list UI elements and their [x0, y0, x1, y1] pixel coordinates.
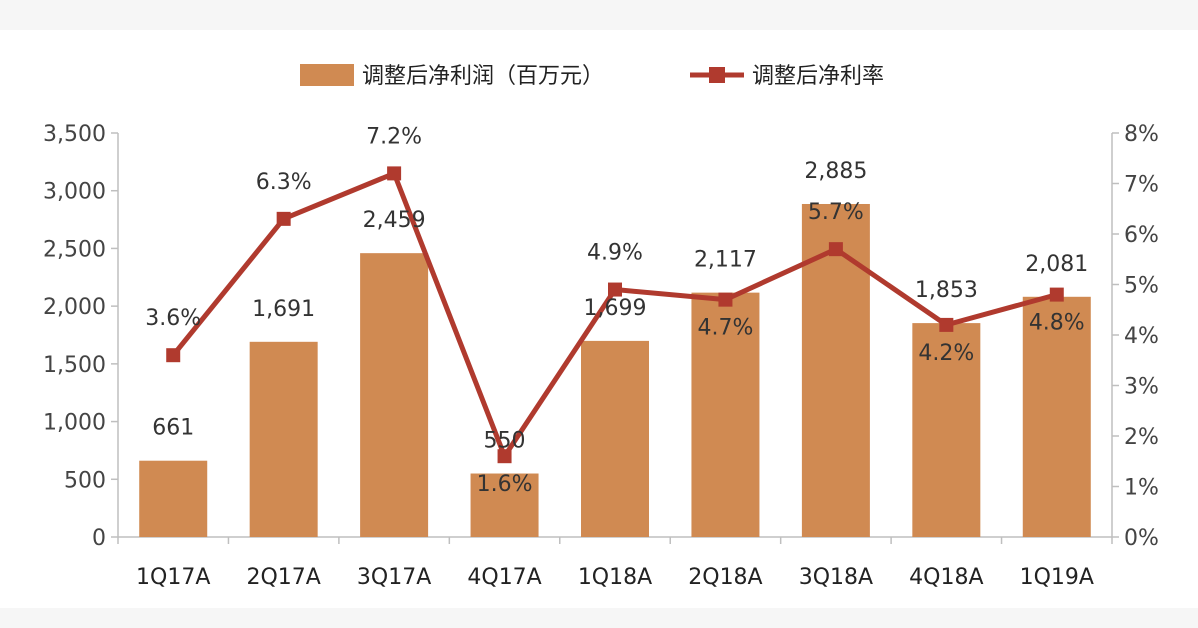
y-right-tick-label: 0% [1124, 526, 1159, 551]
line-value-label: 4.8% [1029, 311, 1085, 336]
line-marker [1049, 287, 1064, 302]
line-series [166, 166, 1064, 464]
line-marker [166, 348, 181, 363]
y-left-tick-label: 1,000 [43, 411, 106, 436]
x-tick-label: 4Q17A [467, 565, 541, 590]
x-tick-label: 2Q17A [246, 565, 320, 590]
legend-label-line: 调整后净利率 [752, 64, 884, 89]
y-right-tick-label: 3% [1124, 375, 1159, 400]
bar [581, 340, 649, 537]
bar-series [139, 203, 1091, 538]
line-marker [718, 292, 733, 307]
legend-label-bar: 调整后净利润（百万元） [362, 64, 604, 89]
bar-value-label: 550 [484, 429, 526, 454]
line-value-label: 5.7% [808, 200, 864, 225]
bar [1022, 296, 1091, 537]
y-left-tick-label: 0 [92, 526, 106, 551]
bar [360, 253, 429, 538]
x-tick-label: 3Q17A [357, 565, 431, 590]
bar [691, 292, 760, 537]
y-left-tick-label: 500 [64, 468, 106, 493]
y-right-tick-label: 7% [1124, 173, 1159, 198]
bar-value-label: 1,691 [252, 297, 315, 322]
line-marker [939, 317, 954, 332]
axes: 0 500 1,000 1,500 2,000 2,500 3,000 3,500 0% 1% 2%… [43, 122, 1159, 590]
line-value-label: 7.2% [366, 124, 422, 149]
x-tick-label: 4Q18A [909, 565, 983, 590]
y-right-tick-label: 6% [1124, 223, 1159, 248]
bar-value-label: 2,081 [1025, 252, 1088, 277]
bar-value-label: 2,459 [363, 208, 426, 233]
line-value-label: 6.3% [256, 170, 312, 195]
y-right-tick-label: 5% [1124, 274, 1159, 299]
line-marker [387, 166, 402, 181]
line-value-label: 4.9% [587, 241, 643, 266]
line-marker [497, 449, 512, 464]
bar-value-label: 1,699 [584, 296, 647, 321]
x-tick-label: 1Q18A [578, 565, 652, 590]
y-left-tick-label: 1,500 [43, 353, 106, 378]
y-right-tick-label: 4% [1124, 324, 1159, 349]
x-tick-label: 2Q18A [688, 565, 762, 590]
line-value-label: 1.6% [477, 472, 533, 497]
line-marker [608, 282, 622, 297]
line-marker [276, 211, 291, 226]
line-value-label: 3.6% [145, 306, 201, 331]
y-right-tick-label: 1% [1124, 476, 1159, 501]
legend-swatch-bar [300, 64, 354, 86]
bar [470, 473, 539, 537]
line-value-label: 4.2% [918, 341, 974, 366]
y-left-tick-label: 3,000 [43, 180, 106, 205]
bar [249, 341, 318, 537]
y-right-tick-label: 2% [1124, 425, 1159, 450]
x-tick-label: 1Q17A [136, 565, 210, 590]
y-left-tick-label: 3,500 [43, 122, 106, 147]
bar [912, 323, 981, 537]
x-tick-label: 1Q19A [1020, 565, 1094, 590]
bar-value-label: 1,853 [915, 278, 978, 303]
bar [139, 460, 208, 537]
data-labels: 661 1,691 2,459 550 1,699 2,117 2,885 1,853 2,08… [145, 124, 1088, 497]
y-right-tick-label: 8% [1124, 122, 1159, 147]
y-left-tick-label: 2,500 [43, 237, 106, 262]
bar-value-label: 661 [152, 416, 194, 441]
legend-swatch-marker [709, 67, 725, 83]
y-left-tick-label: 2,000 [43, 295, 106, 320]
line-value-label: 4.7% [697, 316, 753, 341]
legend: 调整后净利润（百万元） 调整后净利率 [300, 64, 884, 89]
x-tick-label: 3Q18A [799, 565, 873, 590]
bar-value-label: 2,885 [804, 159, 867, 184]
line-marker [828, 242, 843, 257]
bar-value-label: 2,117 [694, 248, 757, 273]
